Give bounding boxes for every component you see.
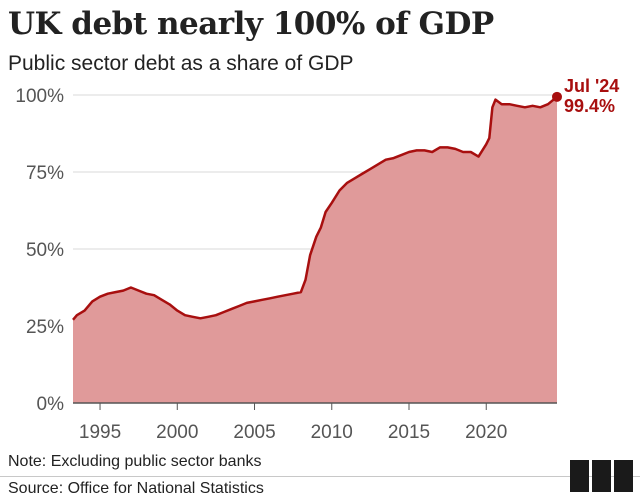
logo-block [614,460,633,492]
annotation-date-label: Jul '24 [564,76,619,96]
debt-line [72,95,558,321]
logo-block [592,460,611,492]
y-tick-label: 100% [15,86,64,107]
x-tick-label: 2020 [465,422,507,443]
annotation-value-label: 99.4% [564,96,615,116]
latest-value-marker [552,91,562,102]
chart-source: Source: Office for National Statistics [8,480,264,497]
x-tick-label: 2005 [233,422,275,443]
y-tick-label: 25% [26,317,64,338]
bbc-blocks-logo-icon [570,460,633,492]
logo-block [570,460,589,492]
chart-title: UK debt nearly 100% of GDP [8,6,494,42]
chart-note: Note: Excluding public sector banks [8,453,262,470]
y-tick-label: 0% [37,394,65,415]
chart-subtitle: Public sector debt as a share of GDP [8,52,354,75]
y-tick-label: 50% [26,240,64,261]
x-tick-label: 1995 [79,422,121,443]
x-tick-label: 2015 [388,422,430,443]
x-tick-label: 2000 [156,422,198,443]
x-tick-label: 2010 [311,422,353,443]
axes: 0% 25% 50% 75% 100% 1995 2000 2005 2010 2015 2020 [15,86,557,443]
footer-divider [0,476,640,477]
debt-area-chart: 0%25%50%75%100%1995 2000 2005 2010 2015 2020 … [15,76,619,443]
debt-area-fill [73,96,557,404]
y-tick-label: 75% [26,163,64,184]
